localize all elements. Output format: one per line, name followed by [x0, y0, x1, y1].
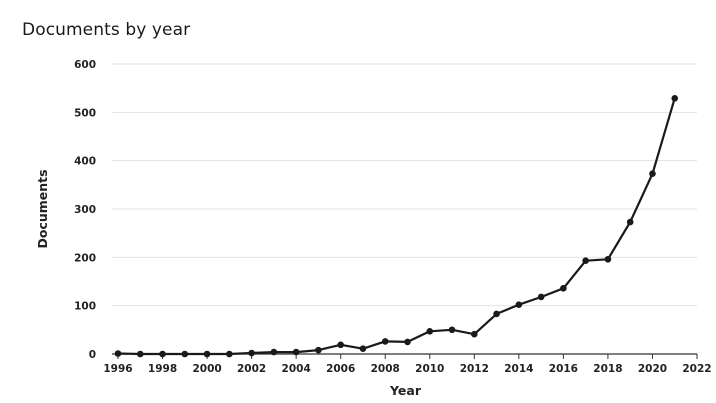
data-point-2014 [515, 301, 523, 309]
data-point-2016 [560, 284, 567, 292]
data-point-2021 [671, 95, 679, 102]
y-tick-label: 500 [74, 107, 96, 119]
data-point-2017 [582, 257, 589, 265]
data-point-2020 [649, 170, 656, 178]
x-tick-label: 2016 [549, 363, 578, 375]
x-tick-label: 2022 [682, 363, 711, 375]
y-tick-label: 300 [74, 204, 96, 216]
x-tick-label: 2002 [237, 363, 266, 375]
y-axis-title: Documents [35, 169, 50, 248]
x-tick-label: 2008 [371, 363, 400, 375]
data-point-2002 [248, 349, 255, 357]
data-point-2004 [292, 348, 300, 356]
data-point-1997 [136, 350, 144, 358]
data-point-2010 [426, 327, 434, 335]
x-tick-label: 1996 [103, 363, 132, 375]
data-point-2012 [471, 330, 478, 338]
x-tick-label: 2012 [460, 363, 489, 375]
grid-lines [112, 63, 697, 307]
data-point-2006 [337, 341, 344, 349]
data-point-2018 [604, 255, 612, 263]
x-tick-label: 2004 [282, 363, 311, 375]
data-point-2013 [493, 310, 500, 318]
data-point-2009 [404, 338, 411, 346]
x-tick-label: 2010 [415, 363, 444, 375]
y-tick-label: 600 [74, 59, 96, 71]
series-line [117, 97, 676, 356]
y-tick-label: 100 [74, 301, 96, 313]
y-tick-label: 0 [89, 349, 96, 361]
data-point-2008 [381, 338, 389, 345]
data-point-2000 [203, 350, 211, 358]
x-tick-label: 1998 [148, 363, 177, 375]
chart-title: Documents by year [22, 20, 191, 40]
data-point-2003 [270, 348, 278, 356]
data-point-2001 [226, 350, 233, 358]
data-point-1996 [114, 350, 122, 357]
x-axis-title: Year [389, 383, 422, 398]
data-point-1998 [159, 350, 166, 358]
y-tick-label: 400 [74, 156, 96, 168]
x-tick-label: 2006 [326, 363, 355, 375]
y-tick-label: 200 [74, 252, 96, 264]
data-point-2007 [359, 345, 367, 352]
y-axis-tick-labels: 0 100 200 300 400 500 600 [74, 59, 96, 361]
data-point-2015 [537, 293, 545, 301]
x-tick-label: 2014 [504, 363, 533, 375]
series-documents [114, 95, 679, 358]
data-point-2005 [315, 346, 322, 354]
data-point-2011 [448, 326, 456, 334]
x-tick-label: 2000 [192, 363, 221, 375]
x-tick-label: 2020 [638, 363, 667, 375]
data-point-1999 [181, 350, 189, 358]
x-axis-tick-labels: 1996 1998 2000 2002 2004 2006 2008 2010 2012 2014… [103, 363, 711, 375]
x-tick-label: 2018 [593, 363, 622, 375]
data-point-2019 [626, 218, 634, 226]
